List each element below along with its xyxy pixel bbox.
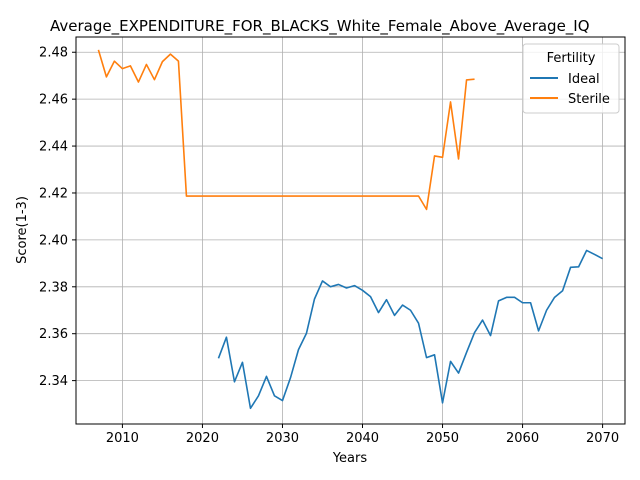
- y-tick-label: 2.40: [39, 233, 68, 248]
- series-line-ideal: [217, 249, 603, 410]
- plot-frame: [75, 36, 626, 425]
- legend-label-ideal: Ideal: [568, 72, 600, 87]
- x-axis-label: Years: [332, 451, 368, 466]
- y-axis-label: Score(1-3): [15, 196, 30, 264]
- series-line-sterile: [97, 49, 475, 211]
- y-tick-label: 2.46: [39, 93, 68, 108]
- y-axis-ticks: 2.34 2.36 2.38 2.40 2.42 2.44 2.46 2.48: [39, 46, 76, 389]
- y-tick-label: 2.44: [39, 140, 68, 155]
- legend-box: [522, 43, 620, 114]
- legend: Fertility Ideal Sterile: [522, 43, 620, 114]
- y-tick-label: 2.38: [39, 280, 68, 295]
- y-tick-label: 2.48: [39, 46, 68, 61]
- x-tick-label: 2070: [586, 431, 619, 446]
- x-tick-label: 2050: [426, 431, 459, 446]
- chart-title: Average_EXPENDITURE_FOR_BLACKS_White_Fem…: [50, 17, 590, 36]
- x-tick-label: 2060: [506, 431, 539, 446]
- x-axis-ticks: 2010 2020 2030 2040 2050 2060 2070: [106, 424, 619, 446]
- legend-title: Fertility: [547, 51, 596, 66]
- y-tick-label: 2.42: [39, 186, 68, 201]
- legend-label-sterile: Sterile: [568, 92, 610, 107]
- y-tick-label: 2.36: [39, 327, 68, 342]
- x-tick-label: 2020: [186, 431, 219, 446]
- x-tick-label: 2040: [346, 431, 379, 446]
- series-layer: [97, 49, 603, 410]
- x-tick-label: 2010: [106, 431, 139, 446]
- y-tick-label: 2.34: [39, 374, 68, 389]
- x-tick-label: 2030: [266, 431, 299, 446]
